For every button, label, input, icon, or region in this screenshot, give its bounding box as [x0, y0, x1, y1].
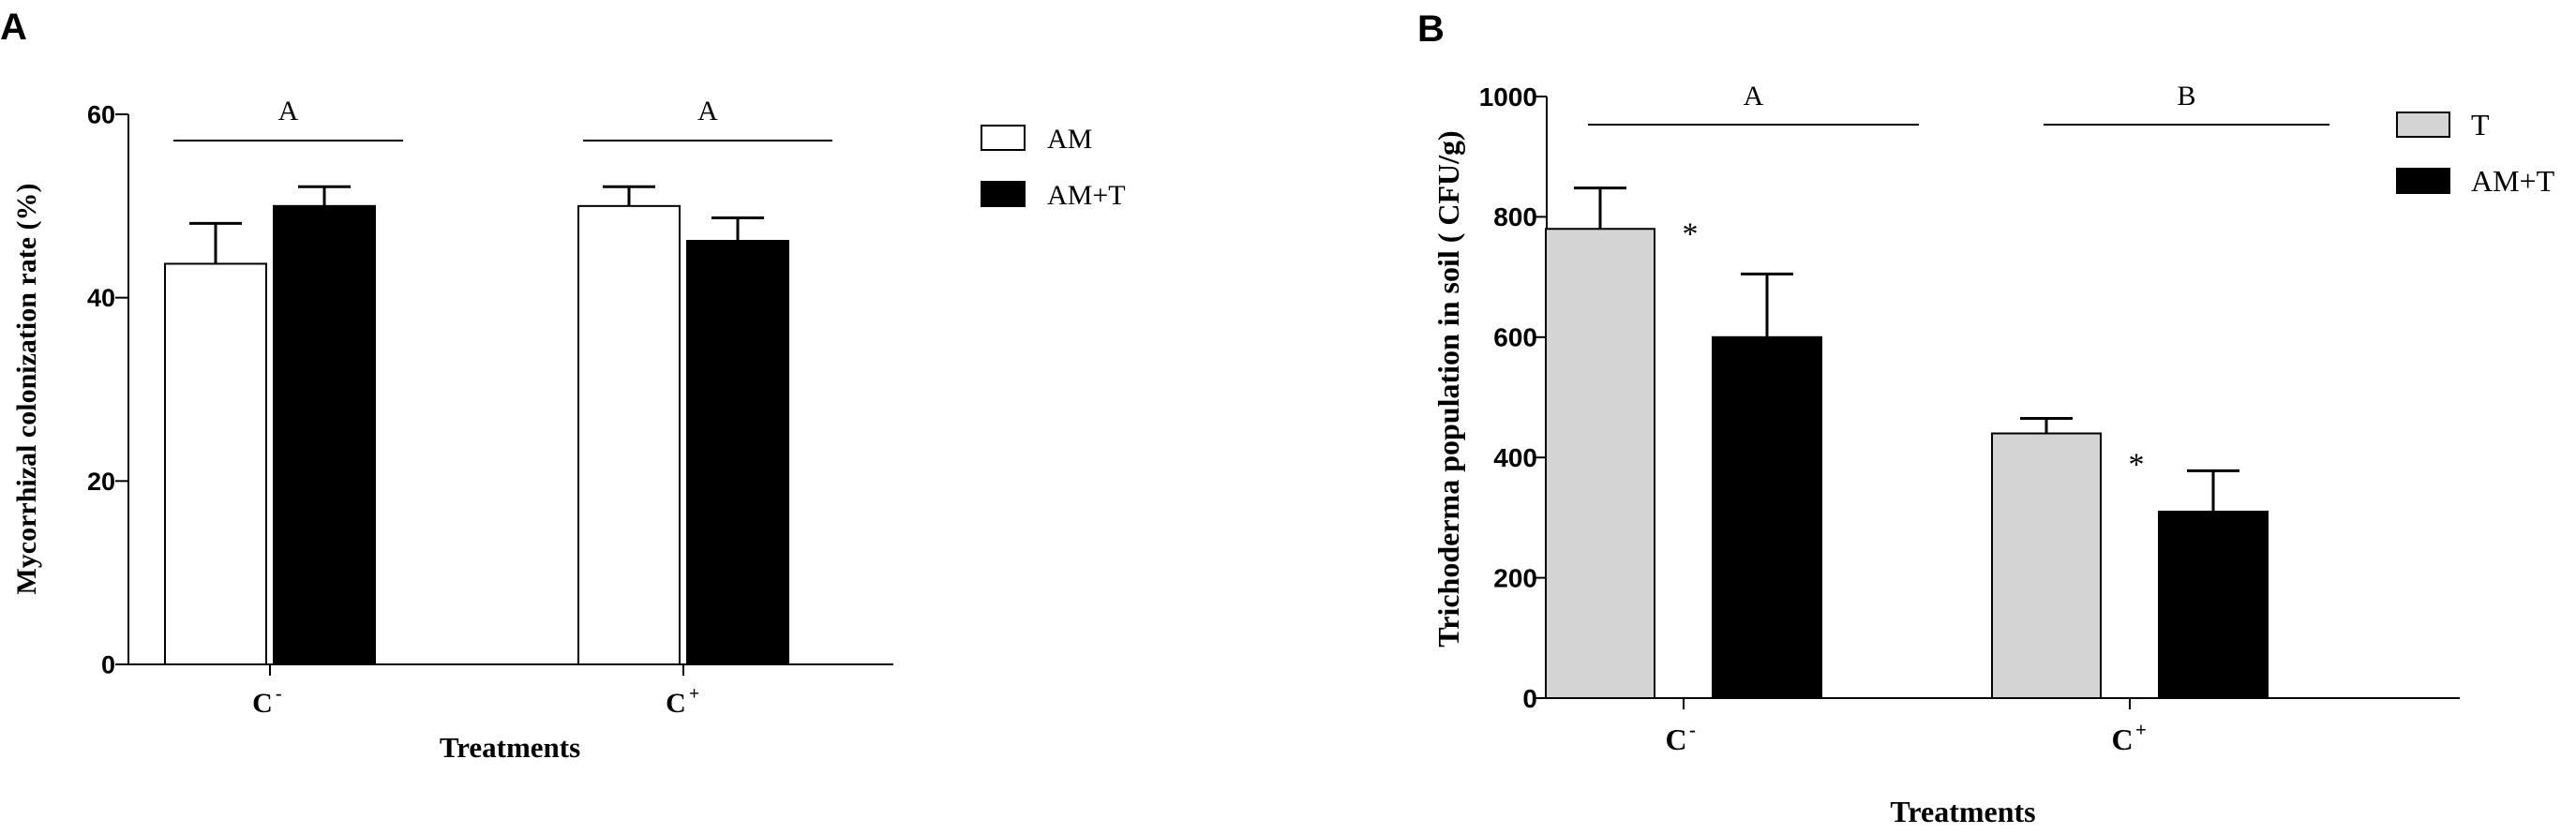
panel-a-legend-label: AM+T	[1047, 180, 1126, 211]
panel-b-y-tick-label: 400	[1493, 443, 1537, 472]
panel-a-bar	[577, 204, 681, 665]
panel-b-y-tick-label: 600	[1493, 323, 1537, 352]
panel-a-x-tick-superscript: +	[689, 685, 699, 705]
panel-b-y-tick-label: 0	[1522, 684, 1537, 713]
panel-b-bar	[2158, 510, 2269, 699]
panel-a-x-axis-title: Treatments	[440, 731, 580, 764]
panel-a-bar	[686, 240, 789, 665]
panel-b-bars	[1545, 186, 2269, 700]
panel-a-y-tick-label: 60	[87, 100, 115, 128]
panel-a-x-categories: C - C +	[252, 664, 699, 719]
panel-a-y-ticks: 0 20 40 60	[87, 100, 128, 678]
panel-b-y-tick-label: 200	[1493, 563, 1537, 592]
panel-b-y-tick-label: 1000	[1479, 82, 1537, 112]
panel-b-y-axis-title: Trichoderma population in soil ( CFU/g)	[1431, 130, 1465, 647]
panel-b-x-axis-title: Treatments	[1890, 795, 2035, 828]
panel-a-legend: AM AM+T	[981, 124, 1126, 211]
panel-b-significance-mark: *	[1683, 217, 1699, 252]
panel-b-legend-label: AM+T	[2471, 164, 2555, 198]
panel-a-x-tick-label: C	[666, 688, 686, 719]
panel-b-x-categories: C - C +	[1665, 698, 2147, 756]
panel-a-legend-swatch	[981, 181, 1026, 207]
panel-a-group-label: A	[278, 96, 299, 127]
panel-b-legend-swatch	[2396, 168, 2450, 194]
panel-b-group-label: A	[1744, 81, 1764, 112]
panel-b-significance-mark: *	[2129, 447, 2145, 482]
panel-b-label: B	[1417, 8, 1445, 50]
panel-a-group-label: A	[697, 96, 718, 127]
panel-b-group-labels: A * B *	[1588, 81, 2329, 482]
panel-a-bars	[164, 185, 789, 665]
panel-b-x-tick-label: C	[1665, 722, 1686, 756]
panel-b-bar	[1991, 432, 2102, 699]
panel-b-y-tick-label: 800	[1493, 202, 1537, 231]
panel-a-legend-label: AM	[1047, 124, 1092, 155]
panel-b-legend: T AM+T	[2396, 108, 2555, 198]
panel-b-legend-label: T	[2471, 108, 2490, 141]
panel-a-x-tick-label: C	[252, 688, 273, 719]
panel-a-y-tick-label: 40	[87, 284, 115, 312]
panel-a-label: A	[0, 7, 27, 48]
panel-a-x-tick-superscript: -	[276, 685, 282, 705]
panel-a-y-tick-label: 20	[87, 468, 115, 496]
panel-b-x-tick-label: C	[2111, 722, 2133, 756]
panel-b-bar	[1712, 335, 1822, 699]
panel-b-y-ticks: 0 200 400 600 800 1000	[1479, 82, 1547, 713]
panel-a-y-axis-title: Mycorrhizal colonization rate (%)	[11, 183, 42, 594]
panel-b-group-label: B	[2177, 81, 2195, 112]
panel-a-bar	[273, 204, 376, 665]
panel-b-x-tick-superscript: -	[1689, 720, 1696, 741]
panel-b-bar	[1545, 228, 1655, 700]
panel-b-x-tick-superscript: +	[2135, 720, 2147, 741]
panel-a-bar	[164, 262, 267, 665]
panel-a-y-tick-label: 0	[101, 650, 115, 678]
panel-b-legend-swatch	[2396, 112, 2450, 138]
panel-a-legend-swatch	[981, 125, 1026, 151]
